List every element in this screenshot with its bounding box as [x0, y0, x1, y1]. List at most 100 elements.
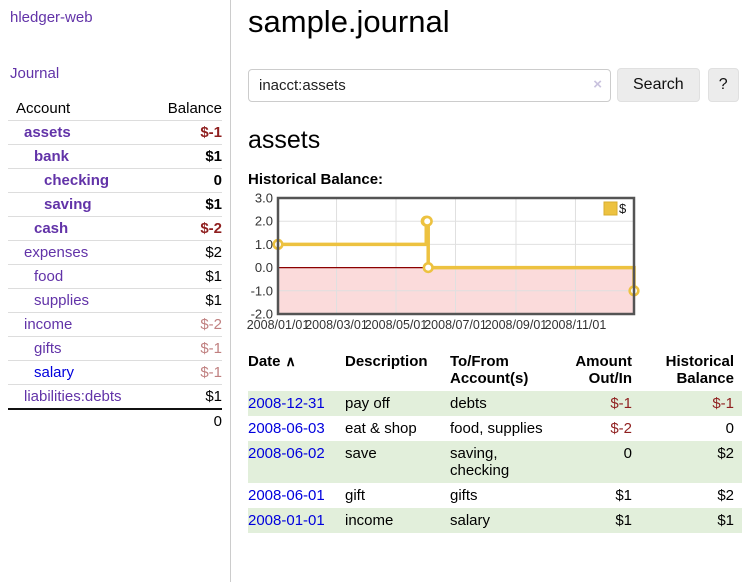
account-link[interactable]: food [34, 268, 64, 285]
account-balance: $1 [152, 264, 222, 289]
register-row: 2008-06-03 eat & shop food, supplies $-2 0 [248, 416, 742, 441]
svg-text:2008/05/01: 2008/05/01 [365, 318, 428, 332]
register-header-amount: Amount Out/In [575, 353, 632, 387]
accounts-header-row: Account Balance [8, 97, 222, 121]
sidebar-item-journal[interactable]: Journal [10, 65, 60, 82]
account-row: assets $-1 [8, 120, 222, 145]
svg-text:3.0: 3.0 [255, 191, 273, 206]
transaction-accounts: debts [450, 391, 556, 416]
account-link[interactable]: cash [34, 220, 69, 237]
svg-text:-2.0: -2.0 [251, 307, 273, 322]
register-row: 2008-06-01 gift gifts $1 $2 [248, 483, 742, 508]
search-input[interactable] [248, 68, 611, 102]
transaction-balance: $2 [642, 441, 742, 483]
account-balance: $-2 [152, 216, 222, 241]
account-link[interactable]: assets [24, 124, 71, 141]
sidebar-nav: Journal [10, 65, 220, 82]
account-row: saving $1 [8, 192, 222, 217]
account-link[interactable]: expenses [24, 244, 89, 261]
account-link[interactable]: gifts [34, 340, 62, 357]
brand-link[interactable]: hledger-web [10, 9, 93, 26]
search-input-wrap: × [248, 68, 611, 102]
register-row: 2008-01-01 income salary $1 $1 [248, 508, 742, 533]
transaction-amount: $-2 [610, 420, 632, 437]
account-balance: 0 [152, 168, 222, 193]
account-balance: $1 [152, 144, 222, 169]
register-header-description: Description [345, 353, 428, 370]
transaction-amount: 0 [556, 441, 642, 483]
register-row: 2008-06-02 save saving, checking 0 $2 [248, 441, 742, 483]
search-form: × Search ? [248, 68, 742, 102]
transaction-date-link[interactable]: 2008-01-01 [248, 512, 325, 529]
transaction-date-link[interactable]: 2008-06-02 [248, 445, 325, 462]
account-balance: $-1 [152, 360, 222, 385]
account-link[interactable]: income [24, 316, 73, 333]
transaction-date-link[interactable]: 2008-06-03 [248, 420, 325, 437]
transaction-amount: $1 [556, 508, 642, 533]
search-button[interactable]: Search [617, 68, 700, 102]
page-title: sample.journal [248, 4, 450, 39]
help-button[interactable]: ? [707, 68, 739, 102]
transaction-accounts: salary [450, 508, 556, 533]
account-row: liabilities:debts $1 [8, 384, 222, 410]
transaction-description: gift [345, 487, 366, 504]
account-row: food $1 [8, 264, 222, 289]
accounts-total-row: 0 [8, 408, 222, 433]
accounts-header-account: Account [8, 97, 153, 121]
account-link[interactable]: supplies [34, 292, 90, 309]
main-content: sample.journal × Search ? assets Histori… [247, 0, 742, 533]
account-link[interactable]: saving [44, 196, 92, 213]
account-balance: $-2 [152, 312, 222, 337]
sort-asc-icon: ∧ [285, 353, 296, 369]
accounts-total-value: 0 [152, 408, 222, 433]
svg-text:1.0: 1.0 [255, 237, 273, 252]
transaction-balance: $1 [642, 508, 742, 533]
transaction-accounts: saving, checking [450, 441, 556, 483]
accounts-header-balance: Balance [152, 97, 222, 121]
svg-text:-1.0: -1.0 [251, 283, 273, 298]
transaction-date-link[interactable]: 2008-12-31 [248, 395, 325, 412]
transaction-description: pay off [345, 391, 450, 416]
svg-text:2008/03/01: 2008/03/01 [305, 318, 368, 332]
account-balance: $1 [152, 384, 222, 410]
account-link[interactable]: salary [34, 364, 75, 381]
transaction-amount: $-1 [556, 391, 642, 416]
chart-svg: $3.0 2.0 1.0 0.0 -1.0 -2.02008/01/012008/03/0… [247, 191, 640, 332]
accounts-table: Account Balance assets $-1 bank $1 checking 0… [8, 97, 222, 433]
account-row: expenses $2 [8, 240, 222, 265]
transaction-description: save [345, 441, 450, 483]
account-balance: $-1 [152, 120, 222, 145]
account-link[interactable]: bank [34, 148, 70, 165]
account-row: supplies $1 [8, 288, 222, 313]
svg-text:2.0: 2.0 [255, 214, 273, 229]
account-row: checking 0 [8, 168, 222, 193]
register-header-row: Date ∧ Description To/From Account(s) Amo… [248, 351, 742, 391]
account-link[interactable]: liabilities:debts [24, 388, 122, 405]
register-table: Date ∧ Description To/From Account(s) Amo… [248, 351, 742, 533]
account-balance: $-1 [152, 336, 222, 361]
transaction-amount: $1 [615, 487, 632, 504]
svg-text:2008/11/01: 2008/11/01 [545, 318, 607, 332]
account-row: salary $-1 [8, 360, 222, 385]
account-row: income $-2 [8, 312, 222, 337]
sidebar: hledger-web Journal Account Balance asse… [0, 0, 231, 582]
account-link[interactable]: checking [44, 172, 110, 189]
svg-text:0.0: 0.0 [255, 260, 273, 275]
register-header-balance: Historical Balance [665, 353, 734, 387]
transaction-date-link[interactable]: 2008-06-01 [248, 487, 325, 504]
register-header-date[interactable]: Date ∧ [248, 353, 296, 370]
register-row: 2008-12-31 pay off debts $-1 $-1 [248, 391, 742, 416]
svg-text:2008/09/01: 2008/09/01 [485, 318, 548, 332]
account-row: gifts $-1 [8, 336, 222, 361]
register-header-account: To/From Account(s) [450, 353, 529, 387]
svg-text:2008/01/01: 2008/01/01 [247, 318, 310, 332]
historical-balance-chart: $3.0 2.0 1.0 0.0 -1.0 -2.0 2008/01/01 2008/03/0… [247, 191, 742, 335]
account-row: cash $-2 [8, 216, 222, 241]
clear-search-icon[interactable]: × [593, 75, 602, 93]
brand: hledger-web [0, 0, 230, 26]
account-heading: assets [248, 126, 321, 154]
account-row: bank $1 [8, 144, 222, 169]
chart-title: Historical Balance: [248, 171, 384, 188]
transaction-description: eat & shop [345, 420, 417, 437]
